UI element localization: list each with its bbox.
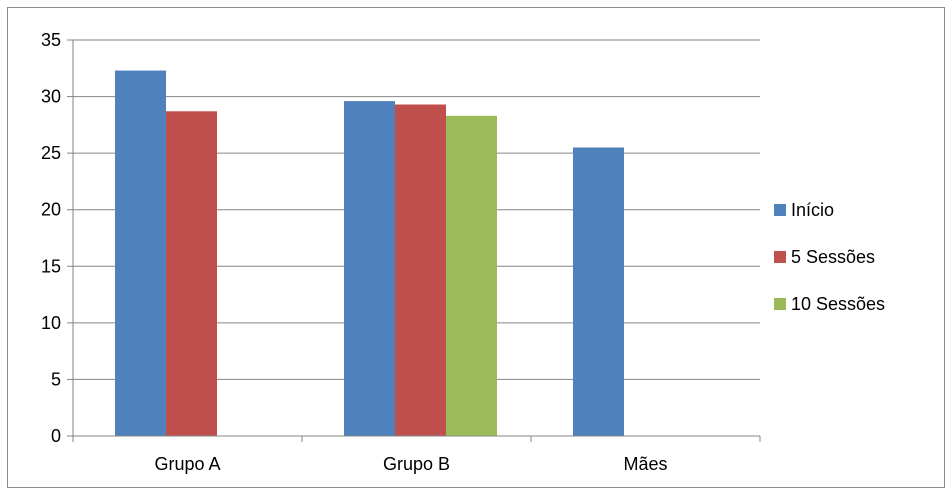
x-category-label: Grupo B xyxy=(383,454,450,474)
x-category-label: Grupo A xyxy=(154,454,220,474)
y-tick-label: 20 xyxy=(41,200,61,220)
legend: Início 5 Sessões 10 Sessões xyxy=(774,200,885,314)
bar-grupo-a-series-0 xyxy=(115,70,166,436)
y-tick-label: 30 xyxy=(41,87,61,107)
x-category-label: Mães xyxy=(623,454,667,474)
y-tick-label: 10 xyxy=(41,313,61,333)
bar-mães-series-0 xyxy=(573,147,624,436)
y-tick-label: 0 xyxy=(51,426,61,446)
axes: 0 5 10 15 20 25 30 35 Grupo A Grupo B Mães xyxy=(41,30,761,474)
y-tick-label: 15 xyxy=(41,256,61,276)
legend-swatch-1 xyxy=(774,251,786,263)
bar-grupo-b-series-2 xyxy=(446,115,497,436)
bar-grupo-a-series-1 xyxy=(166,111,217,436)
bars xyxy=(115,70,624,437)
y-tick-label: 25 xyxy=(41,143,61,163)
bar-grupo-b-series-1 xyxy=(395,104,446,437)
legend-label-1: 5 Sessões xyxy=(791,247,875,267)
legend-label-2: 10 Sessões xyxy=(791,294,885,314)
legend-swatch-0 xyxy=(774,204,786,216)
legend-label-0: Início xyxy=(791,200,834,220)
legend-swatch-2 xyxy=(774,298,786,310)
y-tick-label: 35 xyxy=(41,30,61,50)
bar-grupo-b-series-0 xyxy=(344,101,395,437)
y-tick-label: 5 xyxy=(51,369,61,389)
